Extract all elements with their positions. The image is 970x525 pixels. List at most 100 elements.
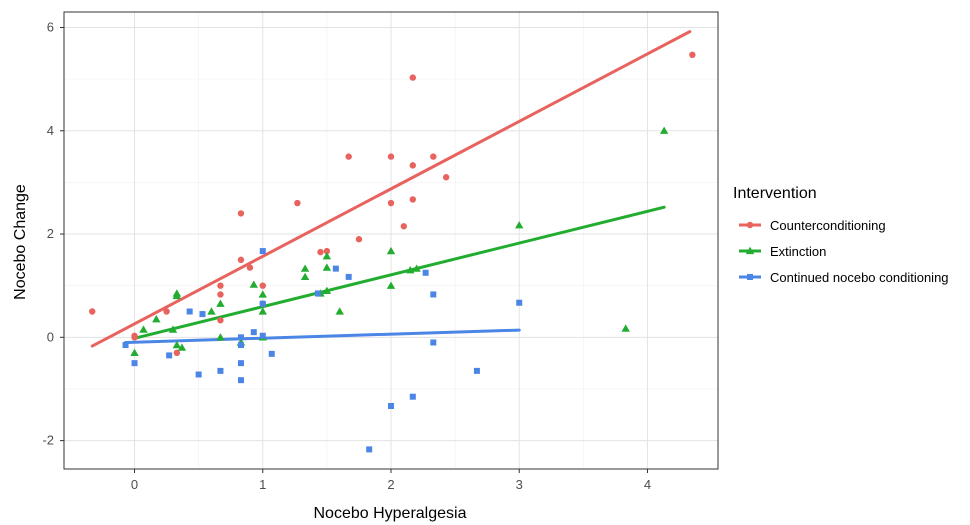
data-point: [89, 308, 96, 315]
data-point: [168, 325, 178, 333]
data-point: [237, 256, 245, 264]
fit-line: [124, 328, 521, 344]
y-tick-label: 0: [47, 329, 54, 344]
data-point: [259, 282, 266, 289]
data-point: [406, 265, 415, 274]
data-point: [515, 221, 524, 229]
data-point: [355, 236, 363, 243]
data-point: [131, 334, 138, 341]
data-point: [237, 342, 244, 349]
data-point: [122, 342, 129, 349]
x-tick-label: 3: [516, 477, 523, 492]
data-point: [217, 367, 224, 374]
x-tick-label: 0: [131, 477, 138, 492]
y-tick-label: 4: [47, 123, 54, 138]
data-point: [430, 291, 437, 298]
y-tick-label: 6: [47, 19, 54, 34]
legend: Intervention Counterconditioning Extincti…: [733, 185, 949, 285]
data-point: [430, 153, 437, 160]
data-point: [207, 307, 216, 315]
legend-item: Extinction: [739, 244, 826, 259]
data-point: [386, 281, 396, 289]
data-point: [659, 126, 669, 134]
data-point: [473, 367, 480, 374]
data-point: [139, 325, 148, 333]
data-point: [332, 265, 339, 272]
data-point: [387, 153, 395, 160]
data-point: [322, 286, 332, 294]
legend-marker: [746, 221, 754, 229]
data-point: [300, 264, 310, 272]
data-point: [177, 343, 187, 351]
data-point: [400, 223, 408, 230]
x-tick-label: 2: [387, 477, 394, 492]
data-point: [388, 403, 394, 410]
panel-border: [63, 11, 719, 470]
data-point: [300, 272, 310, 281]
data-point: [131, 360, 138, 367]
data-point: [199, 311, 206, 318]
data-point: [442, 174, 450, 181]
data-point: [195, 371, 202, 378]
data-point: [689, 51, 696, 59]
legend-marker: [745, 246, 755, 255]
y-axis-title: Nocebo Change: [12, 184, 29, 300]
data-point: [422, 269, 429, 276]
y-tick-label: -2: [42, 433, 54, 448]
legend-label: Continued nocebo conditioning: [770, 270, 949, 285]
data-point: [317, 248, 324, 256]
data-point: [237, 334, 244, 341]
data-point: [259, 332, 266, 339]
data-point: [166, 352, 173, 359]
fit-line: [133, 205, 666, 340]
x-axis-title: Nocebo Hyperalgesia: [314, 505, 467, 522]
data-point: [152, 315, 161, 323]
data-point: [237, 360, 244, 367]
x-tick-label: 4: [644, 477, 651, 492]
data-point: [516, 299, 523, 306]
legend-item: Continued nocebo conditioning: [739, 270, 949, 285]
data-point: [386, 246, 396, 255]
x-tick-label: 1: [259, 477, 266, 492]
data-point: [246, 264, 254, 271]
data-point: [322, 263, 332, 271]
data-point: [259, 248, 266, 255]
data-point: [345, 153, 352, 160]
fit-line: [90, 30, 692, 348]
data-point: [216, 333, 225, 341]
data-point: [258, 290, 267, 298]
data-point: [409, 196, 416, 203]
legend-label: Counterconditioning: [770, 218, 886, 233]
data-point: [173, 349, 181, 357]
data-point: [366, 446, 373, 453]
data-point: [322, 252, 332, 260]
data-point: [335, 307, 344, 315]
data-point: [409, 162, 416, 169]
data-point: [621, 324, 630, 332]
data-points: [89, 51, 696, 453]
data-point: [216, 299, 225, 307]
data-point: [249, 280, 258, 288]
data-point: [172, 340, 182, 349]
data-point: [294, 199, 301, 207]
data-point: [314, 290, 321, 297]
regression-lines: [90, 30, 692, 348]
data-point: [412, 264, 421, 272]
legend-marker: [747, 274, 753, 280]
data-point: [217, 291, 224, 298]
data-point: [217, 317, 224, 324]
y-tick-label: 2: [47, 226, 54, 241]
data-point: [323, 247, 331, 255]
data-point: [430, 339, 437, 346]
data-point: [345, 273, 352, 280]
data-point: [268, 350, 275, 357]
data-point: [250, 329, 257, 336]
data-point: [172, 291, 182, 300]
data-point: [237, 210, 245, 217]
legend-title: Intervention: [733, 185, 817, 202]
axis-ticks: 0 1 2 3 4 -2 0 2 4 6: [42, 11, 719, 492]
legend-item: Counterconditioning: [739, 218, 886, 233]
data-point: [409, 74, 416, 81]
data-point: [163, 308, 170, 315]
